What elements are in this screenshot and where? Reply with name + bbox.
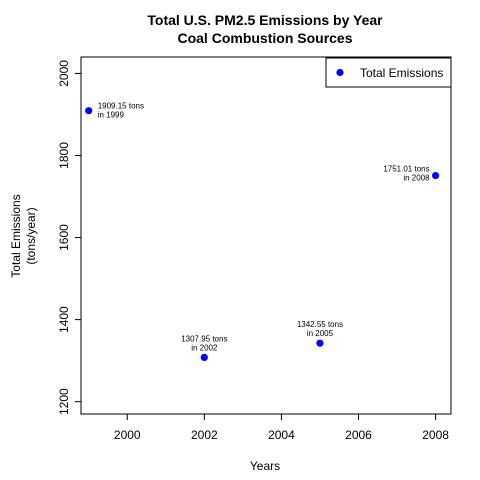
data-label-value: 1342.55 tons [297,320,343,329]
data-label-year: in 2002 [191,343,218,352]
x-tick-label: 2000 [114,428,141,442]
y-tick-label: 1400 [57,306,71,333]
data-label-year: in 2008 [403,174,430,183]
data-label-year: in 1999 [98,111,125,120]
data-label-value: 1909.15 tons [98,102,144,111]
data-label-year: in 2005 [307,329,334,338]
x-tick-label: 2004 [268,428,295,442]
data-point [431,171,440,180]
y-tick-label: 2000 [57,60,71,87]
y-axis: 1200 1400 1600 1800 2000 [57,60,81,415]
y-tick-label: 1600 [57,224,71,251]
data-point [85,107,93,115]
data-label-value: 1307.95 tons [181,334,227,343]
data-point [200,353,208,361]
y-tick-label: 1800 [57,142,71,169]
y-axis-label-line1: Total Emissions [9,194,23,277]
x-axis: 2000 2002 2004 2006 2008 [114,414,449,442]
legend-box [325,57,452,88]
x-tick-label: 2006 [345,428,372,442]
x-axis-label: Years [250,459,280,473]
plot-frame [80,56,452,415]
chart-title: Total U.S. PM2.5 Emissions by Year [147,12,383,28]
chart-subtitle: Coal Combustion Sources [177,30,352,46]
data-label-value: 1751.01 tons [383,165,429,174]
legend-label: Total Emissions [360,66,443,80]
data-point [316,339,324,347]
legend-marker [336,68,344,77]
x-tick-label: 2008 [422,428,449,442]
y-tick-label: 1200 [57,388,71,415]
x-tick-label: 2002 [191,428,218,442]
y-axis-label-line2: (tons/year) [24,207,38,264]
legend: Total Emissions [325,57,452,88]
